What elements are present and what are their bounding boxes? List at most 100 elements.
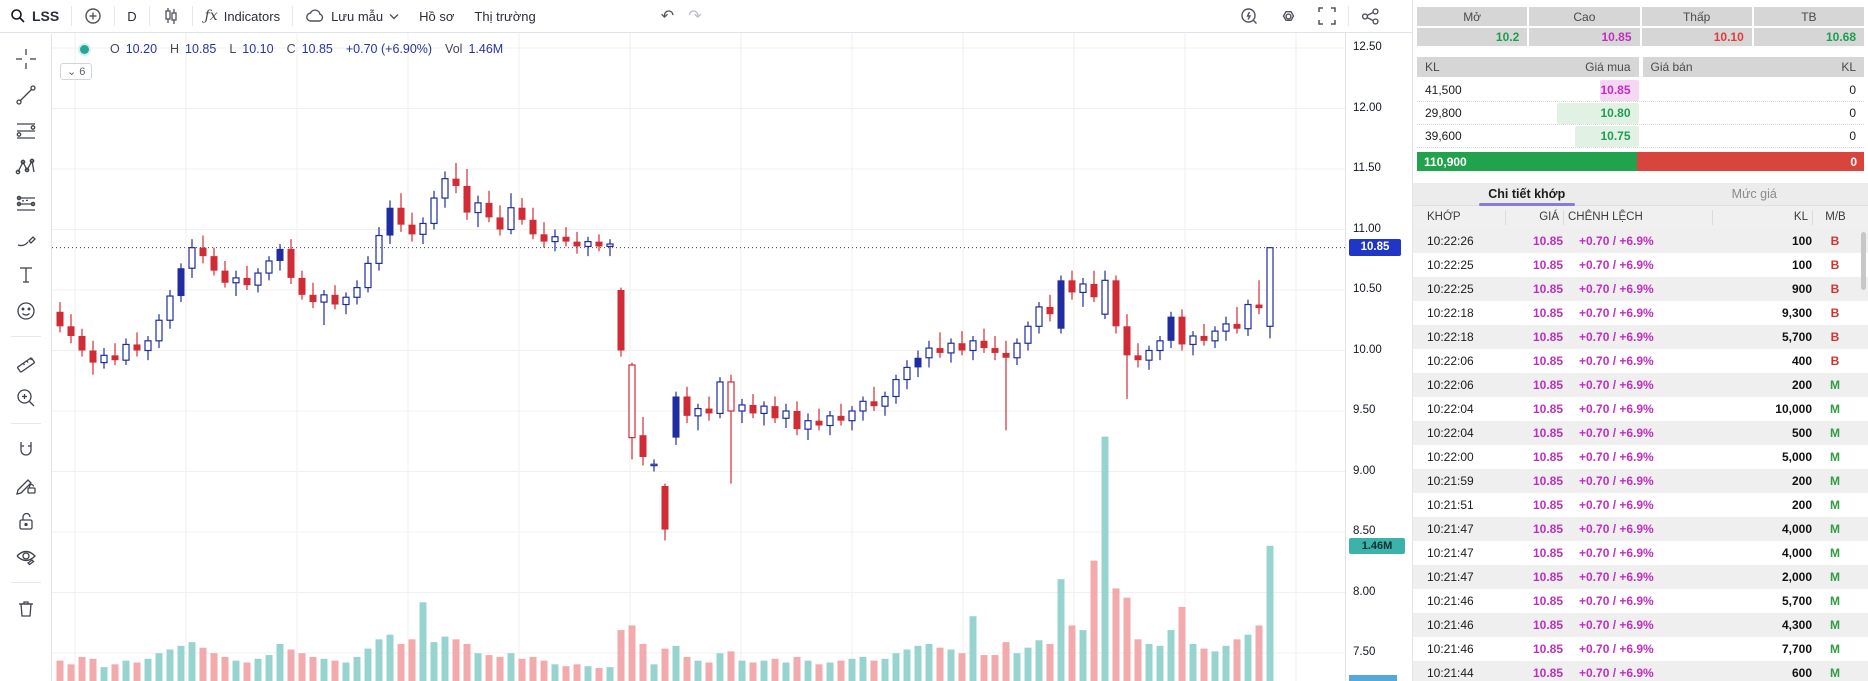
trade-row[interactable]: 10:22:00 10.85 +0.70 / +6.9% 5,000 M [1413,445,1868,469]
settings-button[interactable] [1269,3,1308,29]
trade-side: M [1830,498,1840,512]
toolbar-divider [10,336,41,337]
trade-row[interactable]: 10:21:51 10.85 +0.70 / +6.9% 200 M [1413,493,1868,517]
trade-row[interactable]: 10:21:59 10.85 +0.70 / +6.9% 200 M [1413,469,1868,493]
panel-tabs: Chi tiết khớp Mức giá [1413,183,1868,206]
trade-row[interactable]: 10:21:47 10.85 +0.70 / +6.9% 2,000 M [1413,565,1868,589]
xabcd-pattern-icon[interactable] [9,152,43,182]
trade-change: +0.70 / +6.9% [1579,234,1654,248]
undo-button[interactable]: ↶ [660,8,675,25]
chevron-down-icon [389,13,399,20]
trade-row[interactable]: 10:21:47 10.85 +0.70 / +6.9% 4,000 M [1413,541,1868,565]
share-button[interactable] [1351,3,1390,29]
trade-row[interactable]: 10:21:46 10.85 +0.70 / +6.9% 5,700 M [1413,589,1868,613]
tab-trade-detail[interactable]: Chi tiết khớp [1413,183,1641,205]
hide-drawings-icon[interactable] [9,542,43,572]
market-button[interactable]: Thị trường [464,3,545,29]
fib-retracement-icon[interactable] [9,116,43,146]
alert-button[interactable] [1230,3,1269,29]
trend-line-icon[interactable] [9,80,43,110]
trade-row[interactable]: 10:22:25 10.85 +0.70 / +6.9% 900 B [1413,277,1868,301]
magnet-icon[interactable] [9,434,43,464]
trade-row[interactable]: 10:22:04 10.85 +0.70 / +6.9% 500 M [1413,421,1868,445]
trade-time: 10:22:26 [1427,234,1474,248]
ask-price-header: Giá bán [1642,57,1754,77]
trade-time: 10:22:18 [1427,330,1474,344]
emoji-icon[interactable] [9,296,43,326]
trade-change: +0.70 / +6.9% [1579,570,1654,584]
fullscreen-icon [1318,7,1336,25]
trade-volume: 4,300 [1781,618,1812,632]
trade-row[interactable]: 10:22:18 10.85 +0.70 / +6.9% 9,300 B [1413,301,1868,325]
trade-table-header: KHỚP GIÁ CHÊNH LỆCH KL M/B [1413,206,1868,229]
brush-icon[interactable] [9,224,43,254]
trade-row[interactable]: 10:22:25 10.85 +0.70 / +6.9% 100 B [1413,253,1868,277]
volume-label: Vol [445,42,463,56]
trade-row[interactable]: 10:21:46 10.85 +0.70 / +6.9% 4,300 M [1413,613,1868,637]
symbol-search-button[interactable]: LSS [0,3,69,29]
projection-icon[interactable] [9,188,43,218]
trade-volume: 4,000 [1781,522,1812,536]
lock-icon[interactable] [9,506,43,536]
trade-time: 10:21:46 [1427,618,1474,632]
crosshair-icon[interactable] [9,44,43,74]
trade-volume: 5,700 [1781,594,1812,608]
zoom-in-icon[interactable] [9,383,43,413]
save-template-button[interactable]: Lưu mẫu [295,3,409,29]
candlestick-chart[interactable] [52,33,1345,681]
order-book-row[interactable]: 41,500 10.85 0 [1417,79,1864,102]
fullscreen-button[interactable] [1308,3,1346,29]
total-ask-bar: 0 [1637,152,1864,171]
compare-add-button[interactable] [74,3,112,29]
cloud-icon [305,8,325,24]
trade-time: 10:21:46 [1427,594,1474,608]
trade-row[interactable]: 10:22:26 10.85 +0.70 / +6.9% 100 B [1413,229,1868,253]
volume-badge: 1.46M [1349,537,1405,554]
order-book-row[interactable]: 29,800 10.80 0 [1417,102,1864,125]
price-axis[interactable]: 12.50 12.00 11.50 11.00 10.50 10.00 9.50 9.00 8.… [1345,33,1412,681]
trade-row[interactable]: 10:21:46 10.85 +0.70 / +6.9% 7,700 M [1413,637,1868,661]
bid-price[interactable]: 10.85 [1600,79,1639,101]
remove-drawings-icon[interactable] [9,593,43,623]
trade-row[interactable]: 10:22:04 10.85 +0.70 / +6.9% 10,000 M [1413,397,1868,421]
chart-style-button[interactable] [152,3,190,29]
profile-button[interactable]: Hồ sơ [409,3,464,29]
clipped-axis-badge [1349,675,1397,681]
col-price: GIÁ [1505,210,1563,225]
trade-row[interactable]: 10:21:47 10.85 +0.70 / +6.9% 4,000 M [1413,517,1868,541]
drawing-mode-lock-icon[interactable] [9,470,43,500]
redo-button[interactable]: ↷ [688,8,702,25]
trade-list-scrollbar[interactable] [1861,232,1866,290]
bid-price[interactable]: 10.75 [1574,125,1639,147]
trade-side: M [1830,450,1840,464]
trade-row[interactable]: 10:22:06 10.85 +0.70 / +6.9% 400 B [1413,349,1868,373]
trade-change: +0.70 / +6.9% [1579,522,1654,536]
trade-side: B [1830,234,1840,248]
interval-button[interactable]: D [117,3,146,29]
trade-price: 10.85 [1532,426,1563,440]
trade-price: 10.85 [1532,306,1563,320]
indicators-button[interactable]: ƒx Indicators [195,3,290,29]
order-book-row[interactable]: 39,600 10.75 0 [1417,125,1864,148]
chart-toolbar: LSS D ƒx Indicators Lưu mẫu [0,0,1412,33]
trade-side: M [1830,378,1840,392]
collapsed-indicator-count: 6 [79,65,86,78]
trade-time: 10:21:47 [1427,546,1474,560]
indicator-collapse-button[interactable]: ⌄ 6 [60,63,93,80]
close-value: 10.85 [301,42,333,56]
trade-volume: 500 [1791,426,1812,440]
trade-volume: 5,700 [1781,330,1812,344]
text-icon[interactable] [9,260,43,290]
chart-area[interactable]: O 10.20 H 10.85 L 10.10 C 10.85 +0.70 (+6.90… [52,33,1345,681]
trade-change: +0.70 / +6.9% [1579,666,1654,680]
session-summary: Mở Cao Thấp TB 10.2 10.85 10.10 10.68 [1417,7,1864,48]
price-tick: 12.00 [1353,101,1382,114]
bid-price[interactable]: 10.80 [1556,102,1639,124]
trade-row[interactable]: 10:22:18 10.85 +0.70 / +6.9% 5,700 B [1413,325,1868,349]
trade-row[interactable]: 10:21:44 10.85 +0.70 / +6.9% 600 M [1413,661,1868,681]
trade-row[interactable]: 10:22:06 10.85 +0.70 / +6.9% 200 M [1413,373,1868,397]
ruler-icon[interactable] [9,347,43,377]
trade-time: 10:21:47 [1427,570,1474,584]
trade-price: 10.85 [1532,522,1563,536]
tab-price-level[interactable]: Mức giá [1731,187,1777,201]
